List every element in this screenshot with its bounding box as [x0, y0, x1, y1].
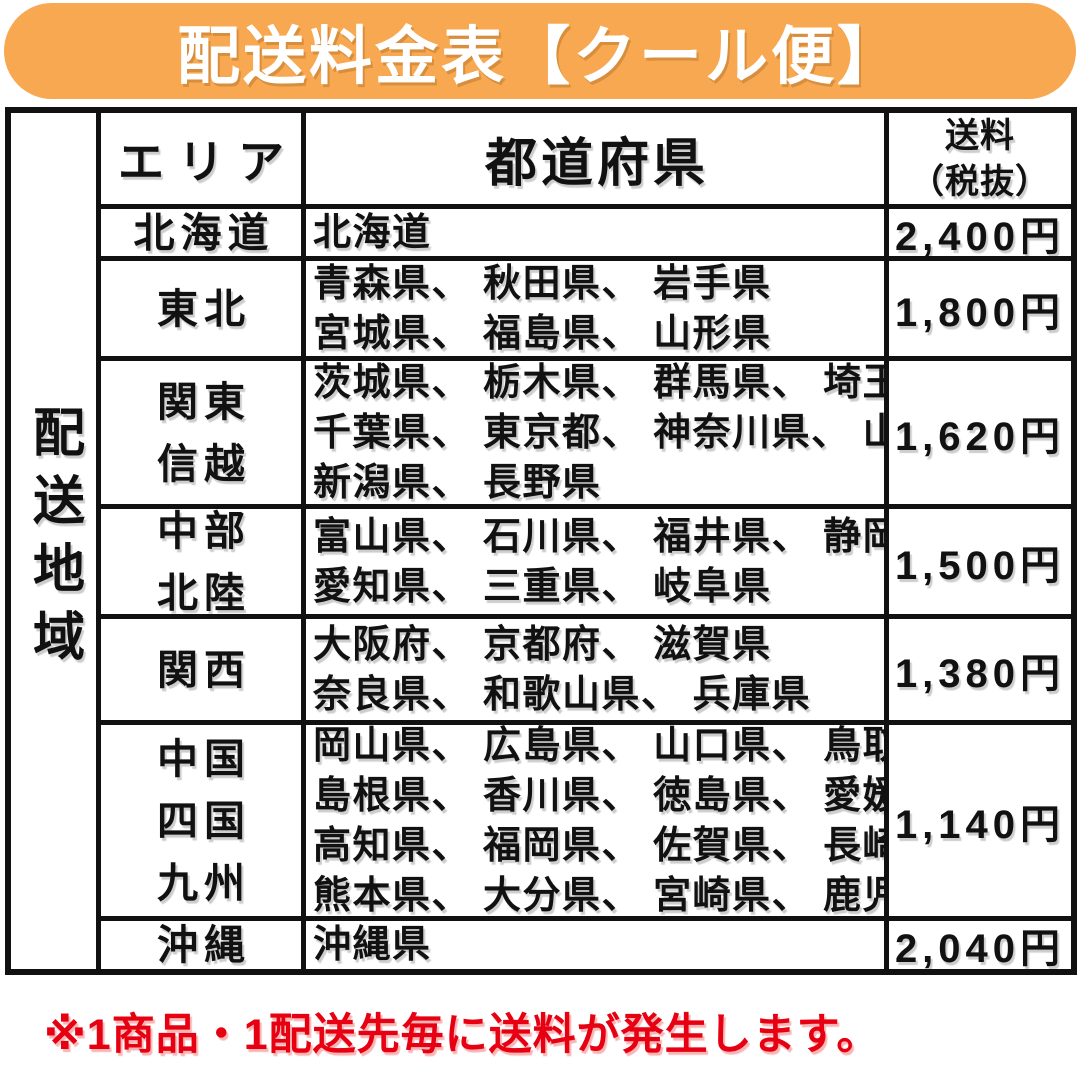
area-line: 九州 [157, 859, 251, 906]
prefecture-line: 富山県、 石川県、 福井県、 静岡県 [313, 515, 889, 558]
fee-value: 2,400円 [894, 214, 1066, 259]
row-chugoku-shikoku-kyushu-area: 中国 四国 九州 [101, 725, 306, 921]
prefecture-line: 島根県、 香川県、 徳島県、 愛媛県 [313, 774, 889, 817]
fee-value: 1,140円 [894, 802, 1066, 847]
row-tohoku-prefectures: 青森県、 秋田県、 岩手県 宮城県、 福島県、 山形県 [306, 261, 889, 361]
fee-value: 1,620円 [894, 414, 1066, 459]
area-line: 東北 [157, 285, 251, 332]
row-kanto-shinetsu-prefectures: 茨城県、 栃木県、 群馬県、 埼玉県 千葉県、 東京都、 神奈川県、 山梨県 新… [306, 361, 889, 509]
header-area-label: エリア [118, 135, 298, 188]
page-title: 配送料金表【クール便】 [177, 21, 903, 92]
prefecture-line: 熊本県、 大分県、 宮崎県、 鹿児島県 [313, 874, 884, 917]
row-chubu-hokuriku-area: 中部 北陸 [101, 509, 306, 619]
prefecture-line: 大阪府、 京都府、 滋賀県 [313, 623, 772, 666]
title-banner: 配送料金表【クール便】 [4, 3, 1076, 99]
side-label-text: 配送地域 [24, 405, 83, 677]
prefecture-line: 千葉県、 東京都、 神奈川県、 山梨県 [313, 411, 884, 454]
area-line: 関東 [157, 378, 251, 425]
row-chugoku-shikoku-kyushu-fee: 1,140円 [889, 725, 1071, 921]
row-kanto-shinetsu-fee: 1,620円 [889, 361, 1071, 509]
row-hokkaido-area: 北海道 [101, 209, 306, 261]
row-chugoku-shikoku-kyushu-prefectures: 岡山県、 広島県、 山口県、 鳥取県 島根県、 香川県、 徳島県、 愛媛県 高知… [306, 725, 889, 921]
row-hokkaido-fee: 2,400円 [889, 209, 1071, 261]
header-prefectures-label: 都道府県 [484, 135, 709, 193]
prefecture-line: 茨城県、 栃木県、 群馬県、 埼玉県 [313, 361, 889, 404]
row-okinawa-prefectures: 沖縄県 [306, 921, 889, 969]
area-line: 信越 [157, 440, 251, 487]
area-line: 関西 [157, 646, 251, 693]
area-line: 沖縄 [157, 922, 251, 968]
prefecture-line: 北海道 [313, 211, 432, 254]
row-tohoku-fee: 1,800円 [889, 261, 1071, 361]
footnote: ※1商品・1配送先毎に送料が発生します。 [44, 1011, 881, 1059]
fee-value: 1,380円 [894, 651, 1066, 696]
row-kanto-shinetsu-area: 関東 信越 [101, 361, 306, 509]
area-line: 北海道 [133, 209, 275, 256]
row-kansai-prefectures: 大阪府、 京都府、 滋賀県 奈良県、 和歌山県、 兵庫県 [306, 619, 889, 725]
row-kansai-fee: 1,380円 [889, 619, 1071, 725]
header-area: エリア [101, 113, 306, 209]
area-line: 四国 [157, 797, 251, 844]
row-tohoku-area: 東北 [101, 261, 306, 361]
row-hokkaido-prefectures: 北海道 [306, 209, 889, 261]
fee-value: 1,800円 [894, 290, 1066, 335]
prefecture-line: 岡山県、 広島県、 山口県、 鳥取県 [313, 725, 889, 767]
row-kansai-area: 関西 [101, 619, 306, 725]
area-line: 中国 [157, 735, 251, 782]
area-line: 北陸 [157, 569, 251, 616]
prefecture-line: 愛知県、 三重県、 岐阜県 [313, 565, 772, 608]
prefecture-line: 新潟県、 長野県 [313, 461, 602, 504]
prefecture-line: 奈良県、 和歌山県、 兵庫県 [313, 673, 812, 716]
shipping-fee-table: 配送地域 エリア 都道府県 送料 （税抜） 北海道 北海道 2,400円 東北 … [5, 107, 1077, 975]
fee-value: 1,500円 [894, 543, 1066, 588]
area-line: 中部 [157, 509, 251, 554]
row-chubu-hokuriku-prefectures: 富山県、 石川県、 福井県、 静岡県 愛知県、 三重県、 岐阜県 [306, 509, 889, 619]
prefecture-line: 高知県、 福岡県、 佐賀県、 長崎県 [313, 824, 889, 867]
header-prefectures: 都道府県 [306, 113, 889, 209]
row-okinawa-fee: 2,040円 [889, 921, 1071, 969]
header-fee-line1: 送料 [945, 116, 1015, 155]
row-chubu-hokuriku-fee: 1,500円 [889, 509, 1071, 619]
header-fee: 送料 （税抜） [889, 113, 1071, 209]
header-fee-line2: （税抜） [910, 162, 1050, 201]
prefecture-line: 宮城県、 福島県、 山形県 [313, 312, 772, 355]
fee-value: 2,040円 [894, 927, 1066, 969]
prefecture-line: 青森県、 秋田県、 岩手県 [313, 262, 772, 305]
row-okinawa-area: 沖縄 [101, 921, 306, 969]
side-label-cell: 配送地域 [11, 113, 101, 969]
prefecture-line: 沖縄県 [313, 924, 432, 966]
